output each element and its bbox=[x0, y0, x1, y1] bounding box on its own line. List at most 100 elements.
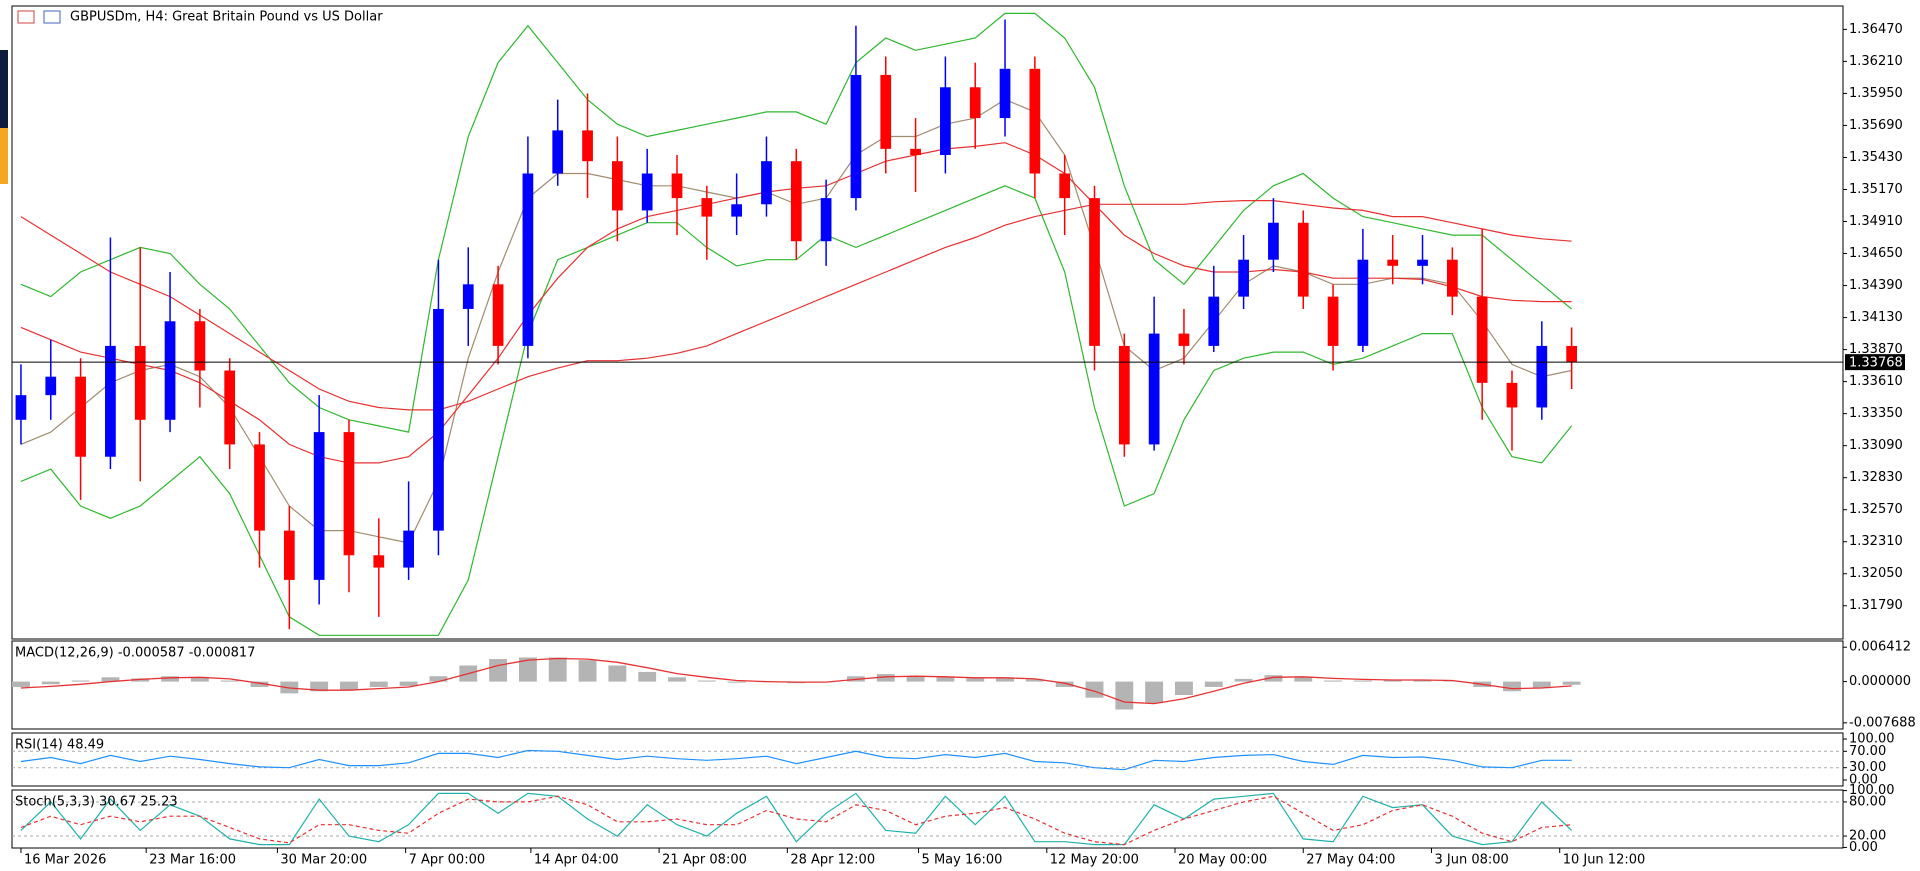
macd-bar bbox=[161, 676, 179, 682]
panel-title: GBPUSDm, H4: Great Britain Pound vs US D… bbox=[70, 10, 383, 25]
x-tick-label: 12 May 20:00 bbox=[1050, 853, 1139, 868]
candle-body bbox=[15, 395, 27, 420]
y-tick-label: 1.32050 bbox=[1849, 566, 1903, 581]
macd-bar bbox=[1413, 679, 1432, 682]
candle-body bbox=[790, 161, 802, 242]
macd-bar bbox=[489, 659, 508, 682]
macd-bar bbox=[966, 678, 985, 682]
macd-bar bbox=[101, 677, 120, 682]
y-tick-label: 1.35690 bbox=[1849, 118, 1903, 133]
candle-body bbox=[1566, 345, 1577, 362]
panel-title: Stoch(5,3,3) 30.67 25.23 bbox=[15, 795, 178, 810]
last-price-box bbox=[1845, 354, 1905, 371]
candle-body bbox=[433, 308, 444, 531]
macd-bar bbox=[1383, 679, 1402, 682]
candle-body bbox=[910, 148, 921, 156]
candle-body bbox=[1387, 259, 1399, 266]
macd-bar bbox=[578, 660, 597, 682]
macd-bar bbox=[1503, 681, 1521, 692]
macd-bar bbox=[310, 681, 329, 692]
macd-bar bbox=[608, 665, 627, 682]
macd-signal bbox=[20, 657, 1572, 705]
candle-body bbox=[254, 444, 265, 531]
macd-bar bbox=[727, 681, 746, 683]
candle-body bbox=[1178, 333, 1190, 346]
candle-body bbox=[671, 173, 683, 199]
y-tick-label: 1.33090 bbox=[1849, 438, 1903, 453]
macd-bar bbox=[1055, 681, 1074, 687]
y-tick-label: 100.00 bbox=[1849, 783, 1895, 798]
panel-frame bbox=[11, 732, 1844, 787]
candle-body bbox=[701, 198, 713, 217]
icon[interactable] bbox=[43, 10, 61, 24]
x-tick-label: 14 Apr 04:00 bbox=[534, 853, 619, 868]
macd-bar bbox=[668, 677, 686, 682]
macd-bar bbox=[996, 677, 1014, 682]
macd-bar bbox=[250, 681, 269, 687]
macd-bar bbox=[340, 681, 358, 690]
macd-bar bbox=[876, 674, 895, 682]
panel-title: MACD(12,26,9) -0.000587 -0.000817 bbox=[15, 646, 255, 661]
indicator-line bbox=[20, 200, 1572, 411]
macd-bar bbox=[1324, 680, 1343, 682]
macd-bar bbox=[399, 681, 418, 686]
side-strip bbox=[0, 50, 8, 128]
candle-body bbox=[45, 376, 57, 396]
candle-body bbox=[731, 204, 743, 217]
indicator-line bbox=[20, 185, 1573, 636]
y-tick-label: 20.00 bbox=[1849, 829, 1886, 844]
candle-body bbox=[1417, 259, 1428, 266]
macd-bar bbox=[429, 676, 448, 682]
panel-title: RSI(14) 48.49 bbox=[15, 738, 104, 753]
candle-body bbox=[880, 74, 892, 149]
macd-bar bbox=[1085, 681, 1104, 698]
macd-bar bbox=[12, 681, 30, 687]
y-tick-label: 1.33870 bbox=[1849, 342, 1903, 357]
macd-bar bbox=[1115, 681, 1134, 710]
candle-body bbox=[1506, 382, 1518, 408]
indicator-line bbox=[20, 12, 1572, 433]
icon[interactable] bbox=[17, 10, 35, 24]
candle-body bbox=[105, 345, 116, 457]
candle-body bbox=[373, 555, 385, 568]
macd-bar bbox=[518, 657, 537, 682]
candle-body bbox=[1297, 222, 1309, 297]
y-tick-label: 1.32570 bbox=[1849, 502, 1903, 517]
candle-body bbox=[1029, 68, 1041, 174]
candle-body bbox=[820, 198, 832, 242]
panel-plot bbox=[12, 657, 1581, 710]
candle-body bbox=[343, 432, 355, 556]
y-tick-label: -0.007688 bbox=[1849, 715, 1916, 730]
candle-body bbox=[641, 173, 653, 211]
y-tick-label: 1.33350 bbox=[1849, 406, 1903, 421]
y-tick-label: 0.00 bbox=[1849, 772, 1878, 787]
macd-bar bbox=[1175, 681, 1193, 696]
y-tick-label: 30.00 bbox=[1849, 760, 1886, 775]
macd-bar bbox=[1353, 680, 1372, 682]
macd-bar bbox=[1234, 678, 1253, 682]
symbol-icons bbox=[17, 10, 61, 24]
x-tick-label: 30 Mar 20:00 bbox=[280, 853, 367, 868]
candle-body bbox=[850, 74, 862, 199]
candle-body bbox=[283, 530, 295, 580]
y-tick-label: 1.34130 bbox=[1849, 310, 1903, 325]
panel-plot bbox=[12, 792, 1843, 846]
y-tick-label: 1.35950 bbox=[1849, 86, 1903, 101]
x-tick-label: 27 May 04:00 bbox=[1306, 853, 1395, 868]
macd-bar bbox=[1562, 681, 1581, 685]
candle-body bbox=[75, 376, 86, 457]
macd-bar bbox=[936, 677, 955, 682]
candle-body bbox=[134, 345, 146, 420]
macd-bar bbox=[1532, 681, 1551, 689]
macd-bar bbox=[1264, 675, 1283, 682]
x-tick-label: 3 Jun 08:00 bbox=[1434, 853, 1508, 868]
indicator-line bbox=[20, 792, 1573, 846]
candle-body bbox=[1476, 296, 1488, 383]
x-tick-label: 10 Jun 12:00 bbox=[1563, 853, 1646, 868]
y-tick-label: 80.00 bbox=[1849, 794, 1886, 809]
panel-frame bbox=[11, 789, 1844, 849]
macd-bar bbox=[71, 680, 90, 682]
candle-body bbox=[969, 87, 981, 119]
